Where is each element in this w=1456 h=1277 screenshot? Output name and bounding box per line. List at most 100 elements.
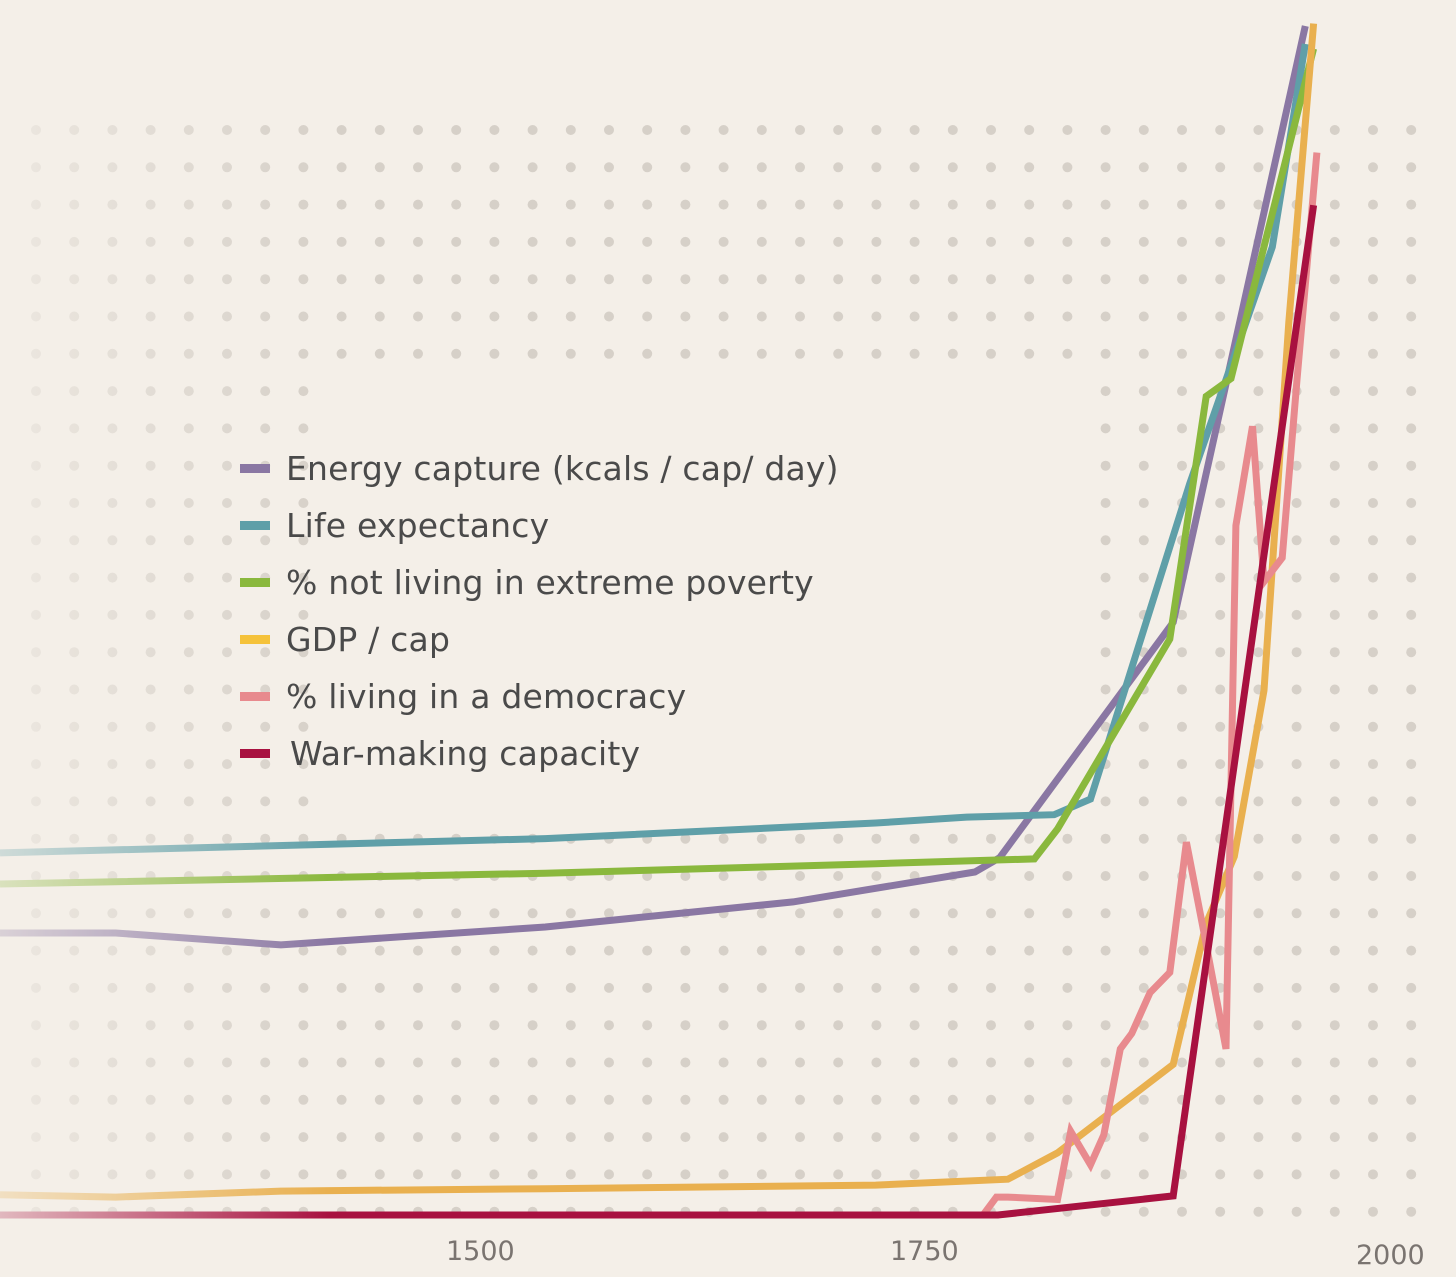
grid-dot (1368, 572, 1378, 583)
grid-dot (1406, 423, 1417, 434)
grid-dot (1368, 125, 1378, 135)
grid-dot (1406, 311, 1417, 322)
grid-dot (527, 236, 538, 247)
grid-dot (1291, 1020, 1302, 1031)
grid-dot (909, 945, 920, 956)
grid-dot (756, 908, 767, 919)
grid-dot (1100, 535, 1111, 546)
grid-dot (909, 982, 920, 993)
grid-dot (642, 162, 653, 173)
grid-dot (795, 162, 805, 173)
grid-dot (1062, 1020, 1073, 1031)
grid-dot (413, 1057, 423, 1068)
legend-label: War-making capacity (290, 734, 641, 773)
grid-dot (1138, 1057, 1149, 1068)
grid-dot (871, 311, 882, 322)
grid-dot (451, 274, 462, 285)
grid-dot (1329, 721, 1340, 732)
grid-dot (756, 348, 767, 359)
grid-dot (1138, 348, 1149, 359)
grid-dot (489, 274, 500, 285)
grid-dot (1024, 236, 1035, 247)
legend-label: % not living in extreme poverty (286, 563, 814, 602)
grid-dot (756, 871, 767, 881)
grid-dot (756, 311, 767, 322)
grid-dot (833, 1094, 844, 1105)
grid-dot (1253, 945, 1264, 956)
grid-dot (795, 125, 805, 135)
grid-dot (1177, 759, 1187, 770)
grid-dot (1024, 908, 1035, 919)
grid-dot (1177, 721, 1187, 732)
grid-dot (833, 908, 844, 919)
grid-dot (1215, 125, 1226, 135)
grid-dot (1138, 274, 1149, 285)
grid-dot (1177, 236, 1187, 247)
grid-dot (833, 833, 844, 844)
grid-dot (451, 1057, 462, 1068)
grid-dot (1138, 423, 1149, 434)
grid-dot (527, 162, 538, 173)
grid-dot (1253, 759, 1264, 770)
grid-dot (374, 1094, 385, 1105)
grid-dot (413, 945, 423, 956)
grid-dot (1024, 125, 1035, 135)
grid-dot (947, 162, 958, 173)
grid-dot (604, 1094, 614, 1105)
grid-dot (833, 125, 844, 135)
grid-dot (1024, 162, 1035, 173)
grid-dot (871, 162, 882, 173)
grid-dot (718, 162, 729, 173)
grid-dot (1406, 833, 1417, 844)
grid-dot (604, 348, 614, 359)
legend-item-energy-capture: Energy capture (kcals / cap/ day) (240, 440, 839, 497)
grid-dot (604, 945, 614, 956)
grid-dot (871, 348, 882, 359)
grid-dot (642, 1132, 653, 1143)
grid-dot (1368, 1057, 1378, 1068)
grid-dot (795, 1020, 805, 1031)
grid-dot (451, 199, 462, 210)
grid-dot (1406, 535, 1417, 546)
legend-label: Life expectancy (286, 506, 550, 545)
grid-dot (374, 982, 385, 993)
grid-dot (1368, 162, 1378, 173)
grid-dot (527, 311, 538, 322)
grid-dot (1215, 572, 1226, 583)
grid-dot (986, 982, 996, 993)
grid-dot (642, 125, 653, 135)
grid-dot (1100, 423, 1111, 434)
grid-dot (871, 199, 882, 210)
grid-dot (1329, 274, 1340, 285)
grid-dot (489, 1057, 500, 1068)
grid-dot (680, 1094, 691, 1105)
grid-dot (871, 1020, 882, 1031)
grid-dot (1100, 721, 1111, 732)
grid-dot (489, 311, 500, 322)
grid-dot (1177, 311, 1187, 322)
grid-dot (642, 1094, 653, 1105)
grid-dot (680, 236, 691, 247)
grid-dot (1291, 871, 1302, 881)
grid-dot (756, 125, 767, 135)
grid-dot (756, 1057, 767, 1068)
grid-dot (374, 945, 385, 956)
grid-dot (1215, 609, 1226, 620)
grid-dot (336, 274, 347, 285)
grid-dot (1024, 871, 1035, 881)
grid-dot (1215, 498, 1226, 508)
grid-dot (1329, 199, 1340, 210)
grid-dot (413, 982, 423, 993)
grid-dot (909, 833, 920, 844)
grid-dot (680, 311, 691, 322)
grid-dot (1138, 1169, 1149, 1180)
grid-dot (1406, 386, 1417, 397)
grid-dot (413, 274, 423, 285)
grid-dot (1253, 982, 1264, 993)
grid-dot (1100, 908, 1111, 919)
grid-dot (565, 908, 576, 919)
grid-dot (795, 311, 805, 322)
grid-dot (451, 162, 462, 173)
grid-dot (1253, 162, 1264, 173)
grid-dot (871, 125, 882, 135)
